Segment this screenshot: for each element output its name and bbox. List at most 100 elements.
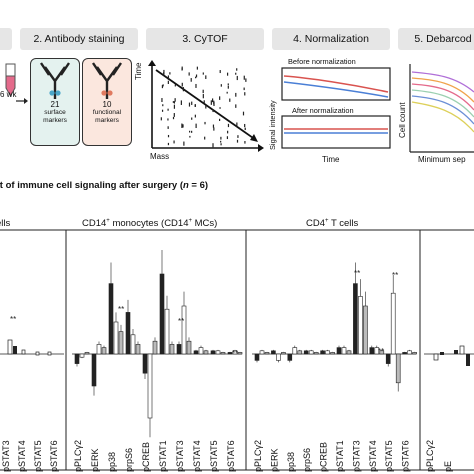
cytof-event <box>227 123 230 128</box>
panel-title-cd14-monocytes: CD14+ monocytes (CD14+ MCs) <box>82 218 218 230</box>
cytof-event <box>237 135 239 138</box>
step-header-cytof: 3. CyTOF <box>146 28 264 50</box>
cytof-event <box>219 96 221 100</box>
cytof-event <box>188 102 191 107</box>
cytof-event <box>229 98 231 102</box>
cytof-event <box>212 109 214 113</box>
bar-pERK-s0 <box>91 353 97 387</box>
cytof-event <box>188 72 190 76</box>
cd4-bars: ** ** ** <box>254 262 417 392</box>
bar-pSTAT4-s2 <box>203 350 209 355</box>
bar-pp38-s1 <box>113 321 119 355</box>
significance-marker: ** <box>354 269 360 278</box>
cytof-event <box>180 100 182 105</box>
normalization-plot <box>281 67 391 149</box>
section-title: nt of immune cell signaling after surger… <box>0 180 209 191</box>
bar-pSTAT3-s2 <box>363 305 368 355</box>
cytof-event <box>220 84 222 87</box>
functional-markers-box: 10 functional markers <box>82 58 132 146</box>
partial-left-bars <box>7 339 52 356</box>
cytof-event <box>236 68 238 71</box>
cytof-event <box>167 142 170 146</box>
cytof-event <box>181 82 183 87</box>
tick-label-pSTAT6: pSTAT6 <box>401 440 411 472</box>
partial-right-bar <box>433 353 439 361</box>
tick-label-pERK: pERK <box>90 448 100 472</box>
bar-pp38-s0 <box>108 283 114 355</box>
cytof-event <box>189 130 191 133</box>
cytof-event <box>236 75 238 81</box>
cytof-event <box>167 75 170 80</box>
normalization-xlabel: Time <box>322 155 340 164</box>
step-header-debarcode: 5. Debarcod <box>398 28 474 50</box>
bar-pCREB-s2 <box>330 352 335 355</box>
cd14-tick-labels: pPLCγ2 pERK pp38 prpS6 pCREB pSTAT1 pSTAT3 pSTA… <box>73 440 236 472</box>
bar-pSTAT1-s2 <box>169 344 175 355</box>
normalization-ylabel: Signal intensity <box>268 100 277 150</box>
bar-prpS6-s2 <box>135 344 141 355</box>
partial-left-bar <box>13 346 17 354</box>
bar-pSTAT5-s0 <box>385 353 391 364</box>
cytof-plot <box>148 60 264 152</box>
partial-left-bar <box>47 351 52 356</box>
bar-pp38-s2 <box>118 331 124 355</box>
functional-line2: markers <box>95 117 119 124</box>
cytof-event <box>205 75 207 79</box>
tick-label-pCREB: pCREB <box>319 442 329 472</box>
bar-pSTAT1-s2 <box>346 350 352 355</box>
bar-pSTAT1-s0 <box>159 273 165 355</box>
cytof-event <box>173 140 175 144</box>
bar-prpS6-s1 <box>308 350 314 355</box>
cytof-event <box>243 75 245 80</box>
cytof-event <box>181 66 183 70</box>
bar-pSTAT1-s1 <box>341 347 347 355</box>
cytof-event <box>189 135 191 138</box>
bar-pPLCγ2-s2 <box>264 352 270 355</box>
surface-markers-box: 21 surface markers <box>30 58 80 146</box>
cytof-event <box>212 143 214 148</box>
tick-label-pSTAT5: pSTAT5 <box>33 440 43 472</box>
tick-label-pERK: pERK <box>269 448 279 472</box>
bar-pERK-s1 <box>96 344 102 355</box>
tick-label-pSTAT3: pSTAT3 <box>1 440 11 472</box>
bar-pSTAT6-s2 <box>412 352 417 355</box>
bar-pSTAT1-s0 <box>336 347 342 355</box>
tick-label-prpS6: prpS6 <box>124 448 134 472</box>
cytof-event <box>167 80 169 85</box>
sample-time-label: 6 wk <box>0 90 17 99</box>
cytof-event <box>235 72 237 75</box>
cytof-event <box>174 84 176 87</box>
bar-pSTAT4-s0 <box>193 350 199 355</box>
cytof-event <box>235 104 237 108</box>
cytof-event <box>243 87 245 91</box>
bar-pp38-s0 <box>287 353 293 361</box>
cytof-event <box>202 89 204 94</box>
cytof-event <box>191 101 193 105</box>
surface-count: 21 <box>50 100 60 109</box>
partial-right-tick-labels: pPLCγ2 pE <box>425 440 453 472</box>
cytof-event <box>191 117 193 120</box>
cytof-event <box>190 78 192 82</box>
bar-pERK-s2 <box>281 352 286 355</box>
bar-pSTAT4-s1 <box>374 347 380 355</box>
sample-tube-icon <box>5 63 16 98</box>
cytof-event <box>194 104 196 107</box>
tick-label-pSTAT5: pSTAT5 <box>209 440 219 472</box>
cytof-event <box>244 127 246 131</box>
cytof-event <box>226 136 229 140</box>
cytof-event <box>220 140 222 143</box>
cytof-event <box>244 92 246 96</box>
tick-label-pSTAT6: pSTAT6 <box>49 440 59 472</box>
cd4-tick-labels: pPLCγ2 pERK pp38 prpS6 pCREB pSTAT1 pSTAT3 pSTA… <box>253 440 411 472</box>
step-header-normalization: 4. Normalization <box>272 28 390 50</box>
panel-title-partial-left: ells <box>0 218 11 229</box>
cytof-event <box>163 69 165 75</box>
cytof-event <box>212 124 215 128</box>
partial-left-bar <box>35 351 40 356</box>
cytof-event <box>172 101 174 103</box>
cytof-event <box>226 72 229 76</box>
bar-prpS6-s0 <box>125 312 131 355</box>
partial-right-bar <box>440 352 444 355</box>
partial-right-bar <box>459 345 465 355</box>
flow-arrow-icon <box>16 98 28 104</box>
